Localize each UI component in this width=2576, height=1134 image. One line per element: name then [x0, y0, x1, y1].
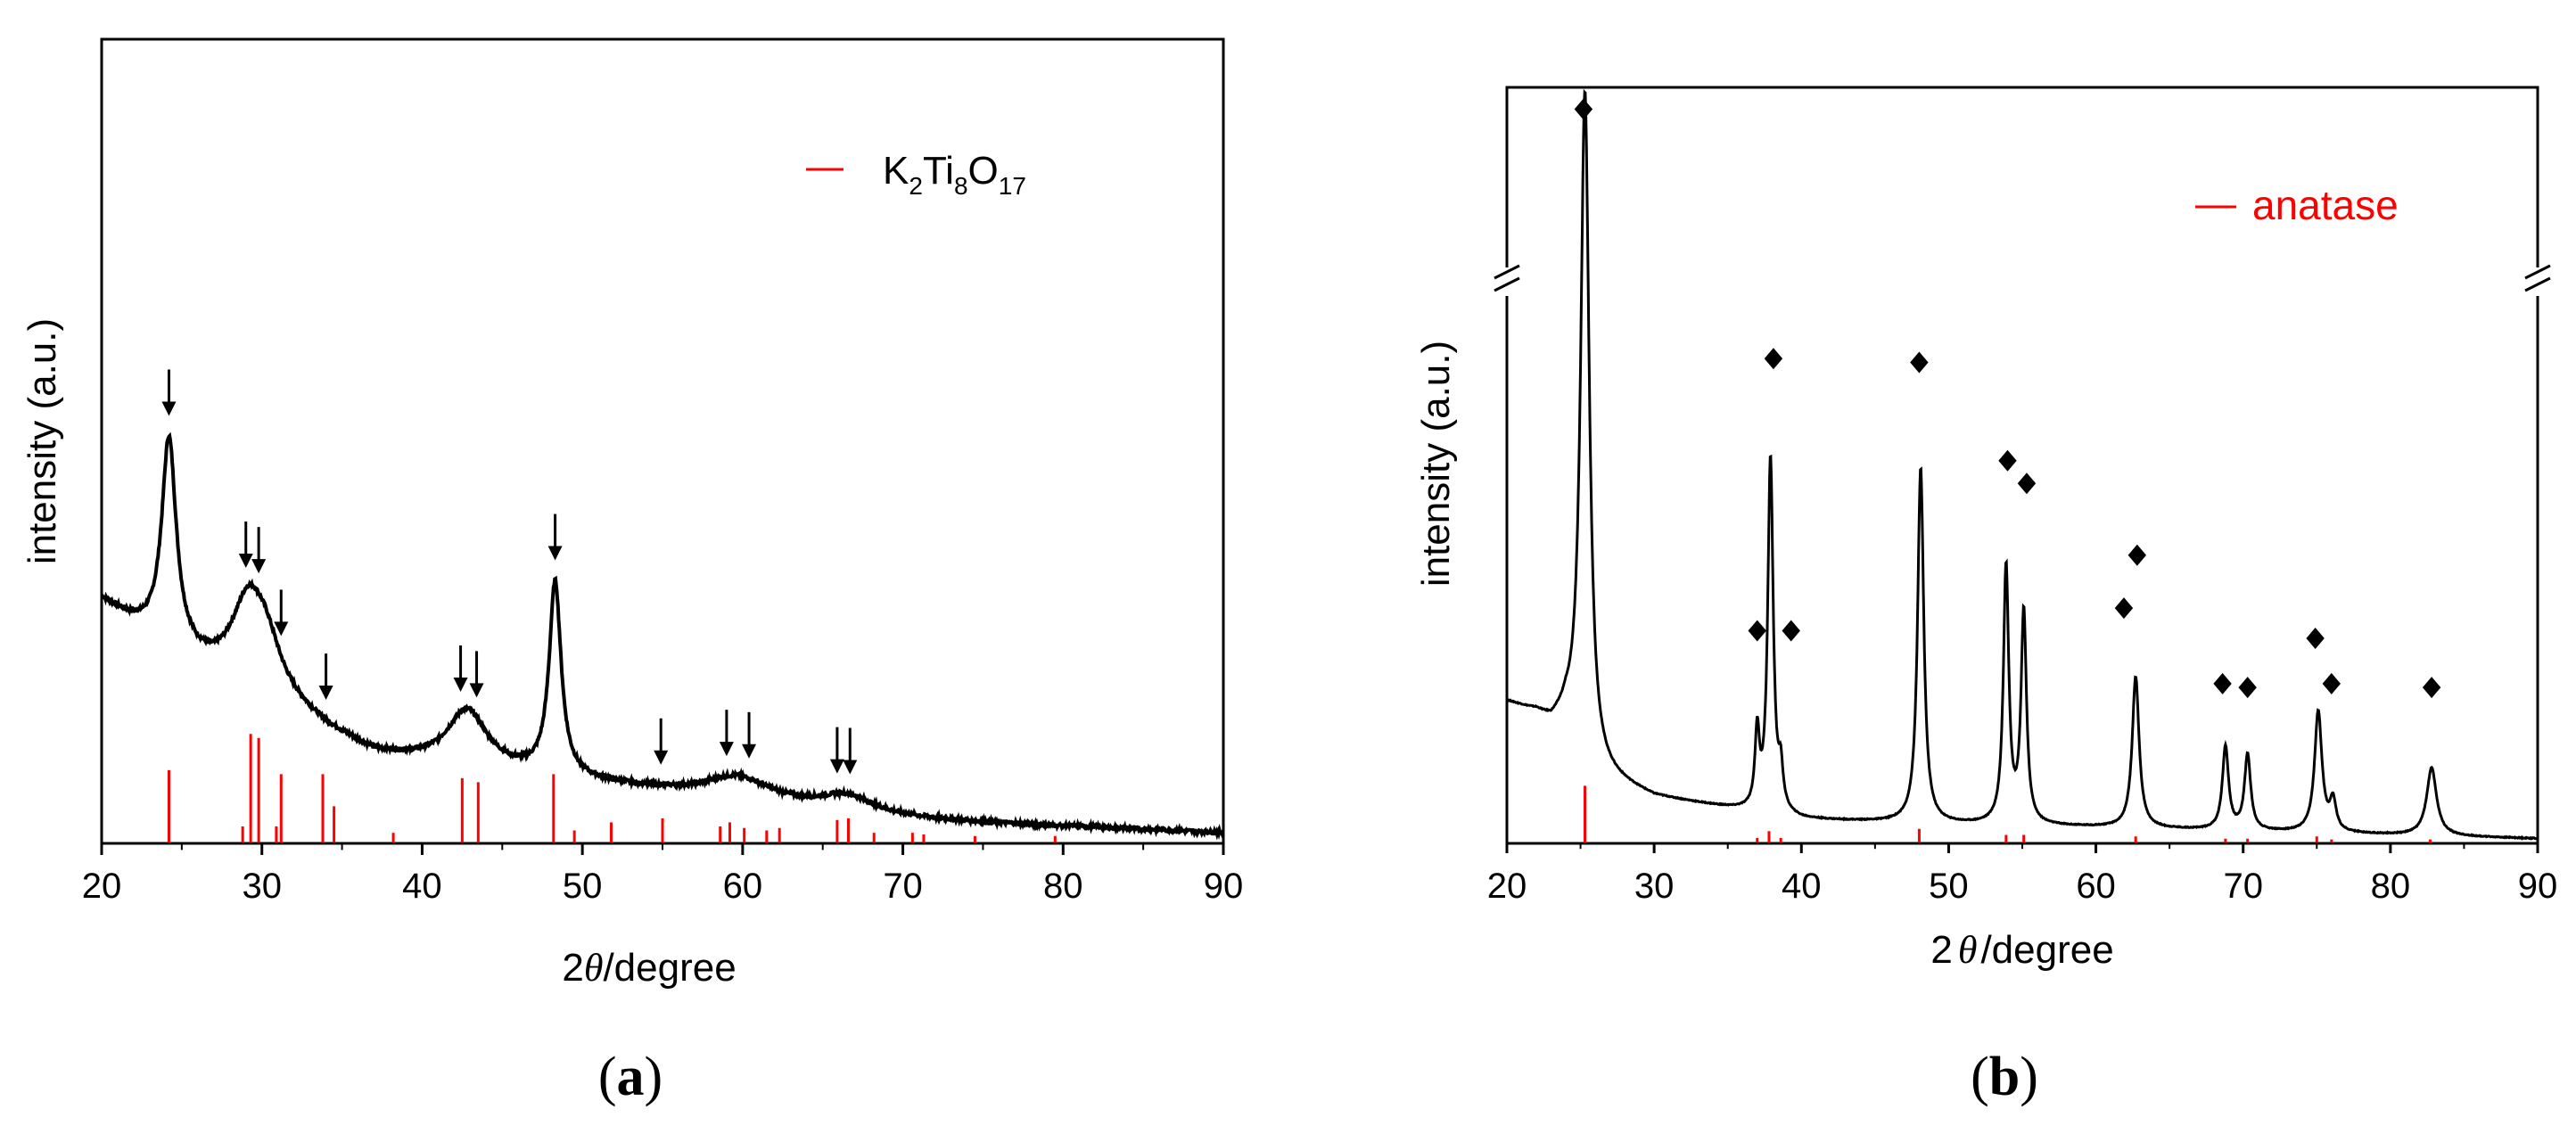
axis-break-mark-left-2 [1494, 276, 1520, 292]
x-tick-label: 60 [723, 867, 763, 906]
peak-arrow [274, 589, 289, 637]
diamond-markers-b [1574, 98, 2441, 699]
caption-a: (a) [598, 1047, 663, 1107]
peak-arrows-a [161, 369, 858, 775]
y-axis-label-a: intensity (a.u.) [21, 318, 64, 564]
x-tick-label: 20 [82, 867, 122, 906]
diamond-marker [2238, 677, 2257, 699]
peak-arrow [742, 711, 757, 759]
peak-arrow [318, 653, 333, 701]
x-tick-label: 50 [1929, 867, 1969, 906]
legend-label-b: anatase [2252, 182, 2399, 228]
x-tick-label: 40 [1782, 867, 1822, 906]
peak-arrow [547, 514, 563, 561]
reference-lines-b [1584, 785, 2432, 842]
x-tick-label: 90 [2518, 867, 2558, 906]
diamond-marker [1782, 620, 1800, 642]
y-axis-label-b: intensity (a.u.) [1414, 341, 1458, 587]
panel-a: 20 30 40 50 60 70 80 90 K2Ti8O17 intensity (a.u… [21, 37, 1244, 1107]
axis-break-b [1494, 264, 2551, 296]
x-tick-label: 40 [402, 867, 442, 906]
peak-arrow [719, 710, 734, 757]
x-tick-label: 70 [2223, 867, 2263, 906]
peak-arrow [469, 651, 484, 698]
x-tick-label: 30 [242, 867, 282, 906]
xrd-pattern-a [100, 431, 1225, 841]
diamond-marker [2306, 628, 2325, 650]
x-axis-label-b: 2 θ/degree [1930, 928, 2113, 972]
x-tick-label: 90 [1204, 867, 1244, 906]
axis-break-mark-right-1 [2524, 264, 2551, 280]
legend-a: K2Ti8O17 [806, 149, 1026, 200]
diamond-marker [1574, 98, 1593, 120]
diamond-marker [1998, 449, 2017, 472]
diamond-marker [2422, 677, 2441, 699]
diamond-marker [2017, 472, 2037, 495]
plot-frame-a [100, 37, 1225, 845]
x-ticks-b: 20 30 40 50 60 70 80 90 [1487, 842, 2558, 906]
reference-lines-a [167, 734, 1057, 842]
panel-b: 20 30 40 50 60 70 80 90 anatase intensity (a.u.… [1414, 86, 2558, 1107]
peak-arrow [843, 727, 858, 775]
x-tick-label: 80 [2371, 867, 2411, 906]
x-tick-label: 60 [2076, 867, 2116, 906]
peak-arrow [251, 527, 267, 574]
diamond-marker [2114, 597, 2134, 620]
x-tick-label: 20 [1487, 867, 1527, 906]
legend-label-a: K2Ti8O17 [883, 149, 1026, 200]
x-tick-label: 70 [883, 867, 923, 906]
diamond-marker [1748, 620, 1766, 642]
diamond-marker [1910, 351, 1929, 374]
caption-b: (b) [1971, 1047, 2038, 1107]
peak-arrow [829, 727, 844, 774]
diamond-marker [1764, 348, 1783, 370]
diamond-marker [2213, 672, 2232, 694]
axis-break-mark-left-1 [1494, 264, 1520, 280]
x-ticks-a: 20 30 40 50 60 70 80 90 [82, 842, 1244, 906]
axis-break-mark-right-2 [2524, 276, 2551, 292]
diamond-marker [2322, 672, 2341, 694]
x-tick-label: 30 [1634, 867, 1675, 906]
xrd-pattern-b [1506, 88, 2539, 841]
peak-arrow [161, 369, 177, 416]
peak-arrow [238, 521, 253, 568]
x-tick-label: 80 [1043, 867, 1083, 906]
x-tick-label: 50 [563, 867, 603, 906]
diamond-marker [2127, 544, 2147, 566]
peak-arrow [654, 718, 669, 765]
x-axis-label-a: 2θ/degree [562, 946, 736, 990]
peak-arrow [453, 645, 468, 693]
legend-b: anatase [2195, 182, 2399, 228]
